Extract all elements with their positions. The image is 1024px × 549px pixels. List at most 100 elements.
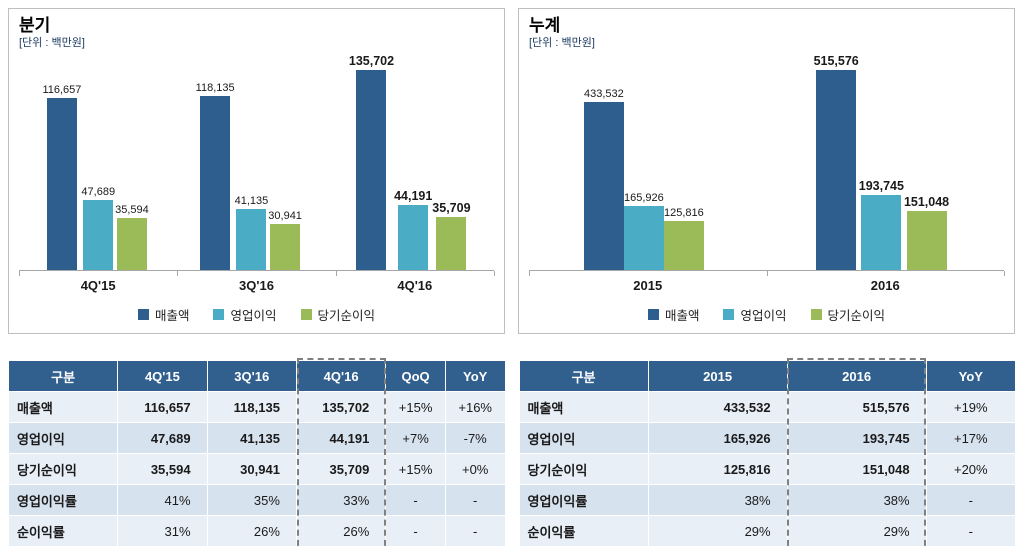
legend-label: 매출액 xyxy=(664,309,700,323)
bar xyxy=(861,195,902,270)
cell: +17% xyxy=(925,422,1017,454)
annual-table: 구분 2015 2016 YoY 매출액 433,532 515,576 +19% 영업이익 16… xyxy=(518,358,1017,549)
cell: 135,702 xyxy=(295,391,387,423)
cell: +15% xyxy=(385,391,446,423)
bar-value-label: 135,702 xyxy=(348,54,395,68)
cell: - xyxy=(385,515,446,547)
bar xyxy=(116,218,147,270)
cell: 35,709 xyxy=(295,453,387,485)
bar xyxy=(236,209,267,270)
table-row: 당기순이익 125,816 151,048 +20% xyxy=(518,453,1017,485)
bar-column: 515,576 xyxy=(814,54,859,270)
legend-swatch xyxy=(723,309,735,320)
legend-label: 매출액 xyxy=(154,309,190,323)
cell: 433,532 xyxy=(647,391,788,423)
bar-value-label: 47,689 xyxy=(81,186,116,198)
column-header: YoY xyxy=(925,360,1017,392)
cell: 118,135 xyxy=(206,391,297,423)
column-header: QoQ xyxy=(385,360,446,392)
bar-value-label: 515,576 xyxy=(813,54,859,68)
row-label: 영업이익률 xyxy=(518,484,649,516)
charts-row: 분기 [단위 : 백만원] 116,657 47,689 35,594 118,135… xyxy=(8,8,1015,334)
cell: 35% xyxy=(206,484,297,516)
legend-item: 영업이익 xyxy=(213,305,277,324)
bar xyxy=(906,211,947,270)
category-label: 3Q'16 xyxy=(239,278,274,293)
table-row: 영업이익률 38% 38% - xyxy=(518,484,1017,516)
legend-item: 매출액 xyxy=(647,305,700,324)
row-label: 매출액 xyxy=(7,391,119,423)
legend-item: 당기순이익 xyxy=(300,305,376,324)
table-row: 순이익률 31% 26% 26% - - xyxy=(7,515,506,547)
bar-column: 116,657 xyxy=(42,84,81,270)
cell: 193,745 xyxy=(786,422,927,454)
cell: - xyxy=(444,515,506,547)
cell: +15% xyxy=(385,453,446,485)
table-row: 당기순이익 35,594 30,941 35,709 +15% +0% xyxy=(7,453,506,485)
cell: 47,689 xyxy=(117,422,208,454)
cell: +20% xyxy=(925,453,1017,485)
table-row: 매출액 433,532 515,576 +19% xyxy=(518,391,1017,423)
row-label: 당기순이익 xyxy=(7,453,119,485)
axis-tick xyxy=(766,271,768,276)
cell: 29% xyxy=(786,515,927,547)
row-label: 영업이익률 xyxy=(7,484,119,516)
axis-tick xyxy=(177,271,179,276)
cumulative-chart-title: 누계 xyxy=(529,16,561,35)
cell: 41,135 xyxy=(206,422,297,454)
bar xyxy=(623,206,664,270)
table-row: 매출액 116,657 118,135 135,702 +15% +16% xyxy=(7,391,506,423)
cell: 165,926 xyxy=(647,422,788,454)
cell: 29% xyxy=(647,515,788,547)
bar-value-label: 30,941 xyxy=(268,210,302,222)
bar-column: 151,048 xyxy=(904,195,949,270)
column-header: 2016 xyxy=(786,360,927,392)
column-header: 3Q'16 xyxy=(206,360,297,392)
bar xyxy=(816,70,857,270)
cell: 38% xyxy=(647,484,788,516)
category-row: 2015 2016 xyxy=(529,278,1004,293)
axis-tick xyxy=(19,271,20,276)
legend-label: 영업이익 xyxy=(740,309,787,323)
category-label: 4Q'15 xyxy=(80,278,116,293)
bar-column: 44,191 xyxy=(394,189,432,270)
bar-group: 433,532 165,926 125,816 xyxy=(583,88,704,270)
bar-value-label: 193,745 xyxy=(858,179,904,193)
cell: +7% xyxy=(385,422,446,454)
cell: 31% xyxy=(117,515,208,547)
bar-value-label: 44,191 xyxy=(394,189,433,203)
column-header: YoY xyxy=(444,360,506,392)
column-header: 2015 xyxy=(647,360,788,392)
quarterly-table: 구분 4Q'15 3Q'16 4Q'16 QoQ YoY 매출액 116,657 118,135… xyxy=(7,358,506,549)
table-row: 영업이익률 41% 35% 33% - - xyxy=(7,484,506,516)
legend-swatch xyxy=(810,309,822,320)
bar-group: 515,576 193,745 151,048 xyxy=(814,54,949,270)
cell: - xyxy=(925,484,1017,516)
cell: 125,816 xyxy=(647,453,788,485)
cell: 30,941 xyxy=(206,453,297,485)
cell: - xyxy=(444,484,506,516)
tables-row: 구분 4Q'15 3Q'16 4Q'16 QoQ YoY 매출액 116,657 118,135… xyxy=(0,358,1024,549)
row-label: 순이익률 xyxy=(518,515,649,547)
column-header: 4Q'16 xyxy=(295,360,387,392)
category-row: 4Q'15 3Q'16 4Q'16 xyxy=(19,278,494,293)
bar-value-label: 165,926 xyxy=(623,192,664,204)
cell: 35,594 xyxy=(117,453,208,485)
row-label: 매출액 xyxy=(518,391,649,423)
bar-column: 118,135 xyxy=(196,82,235,270)
column-header: 4Q'15 xyxy=(117,360,208,392)
legend-label: 당기순이익 xyxy=(317,309,376,323)
bar-column: 433,532 xyxy=(583,88,624,270)
table-row: 영업이익 165,926 193,745 +17% xyxy=(518,422,1017,454)
column-header: 구분 xyxy=(7,360,119,392)
cell: +19% xyxy=(925,391,1017,423)
annual-data-table: 구분 2015 2016 YoY 매출액 433,532 515,576 +19% 영업이익 16… xyxy=(518,360,1017,547)
bar-column: 30,941 xyxy=(268,210,302,270)
bar-value-label: 118,135 xyxy=(195,82,235,94)
table-row: 영업이익 47,689 41,135 44,191 +7% -7% xyxy=(7,422,506,454)
category-label: 2015 xyxy=(633,278,663,293)
cumulative-chart-unit-label: [단위 : 백만원] xyxy=(529,37,595,49)
x-axis xyxy=(529,270,1005,277)
bar xyxy=(583,102,624,270)
category-label: 2016 xyxy=(870,278,900,293)
